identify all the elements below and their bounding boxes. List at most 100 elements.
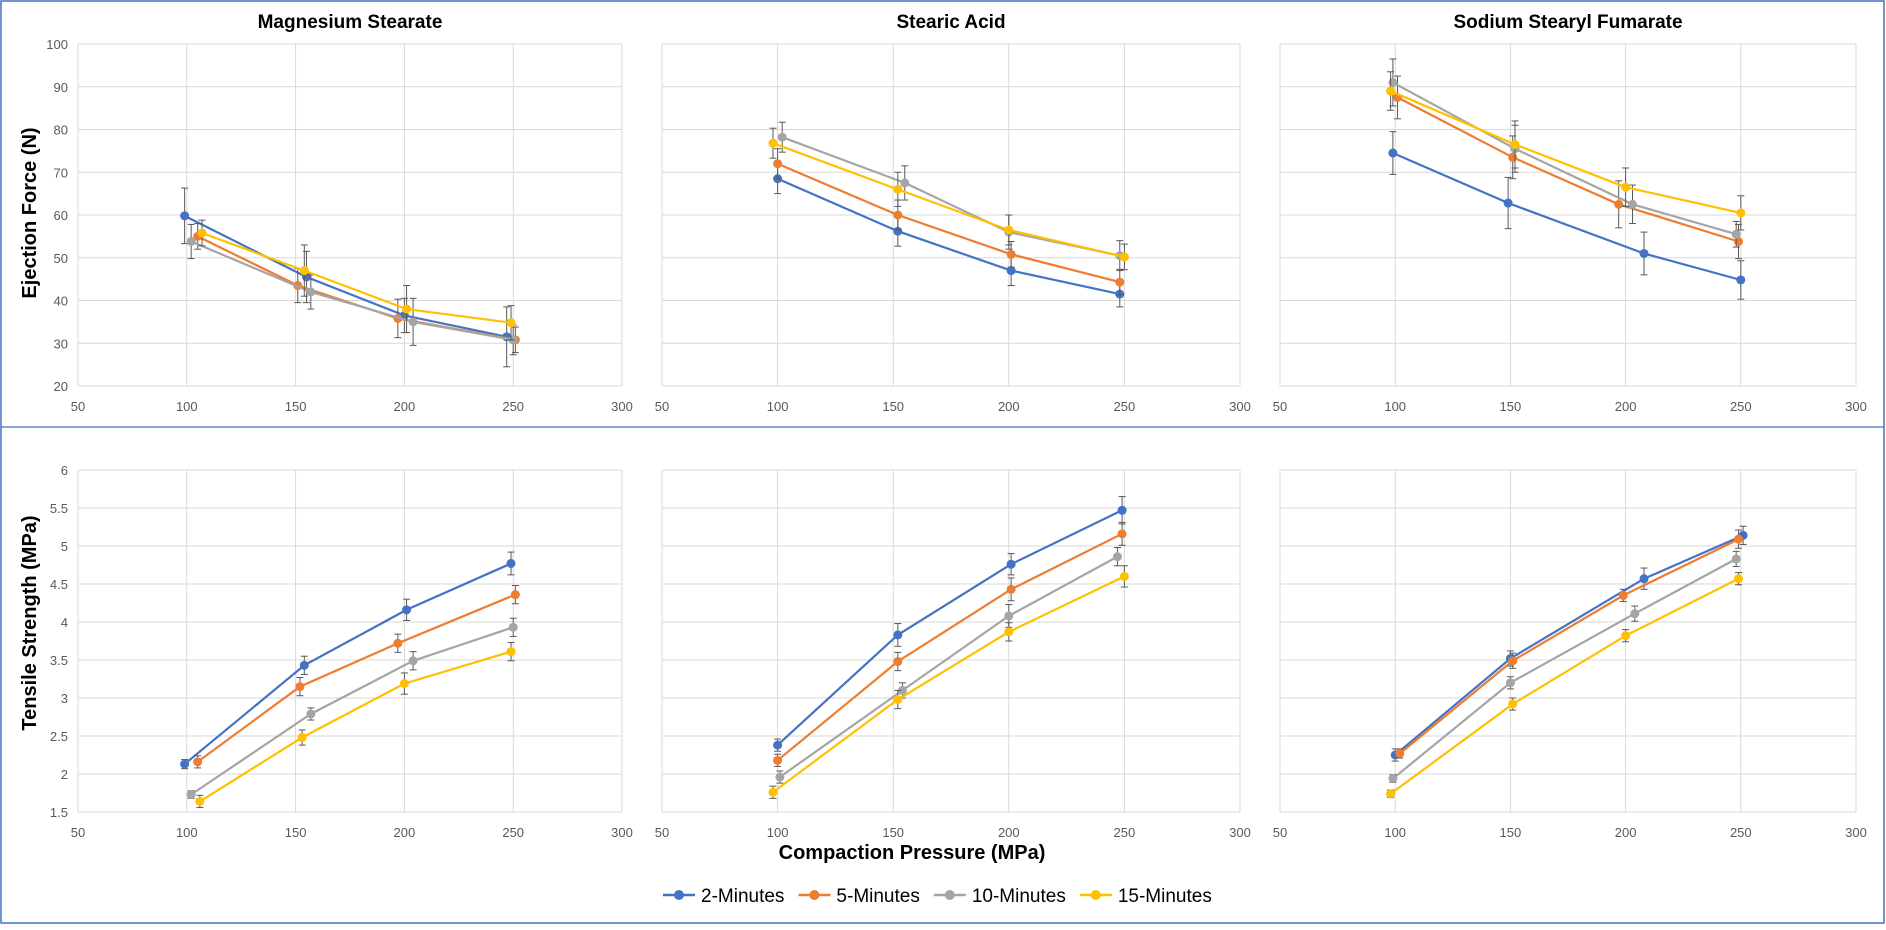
series-line — [190, 240, 514, 341]
y-tick-label: 50 — [54, 251, 68, 266]
legend-label: 10-Minutes — [972, 886, 1066, 907]
x-tick-label: 200 — [1615, 399, 1637, 414]
data-point — [295, 682, 305, 692]
data-point — [777, 132, 787, 142]
x-tick-label: 300 — [1845, 825, 1867, 840]
y-tick-label: 6 — [61, 463, 68, 478]
series-5-minutes — [193, 585, 520, 769]
data-point — [1614, 199, 1624, 209]
series-line — [183, 562, 512, 765]
data-point — [1004, 225, 1014, 235]
y-tick-label: 90 — [54, 80, 68, 95]
series-line — [197, 593, 516, 763]
series-line — [1396, 96, 1739, 243]
x-tick-label: 300 — [1229, 399, 1251, 414]
data-point — [1119, 252, 1129, 262]
data-point — [1503, 198, 1513, 208]
series-2-minutes — [180, 551, 516, 770]
data-point — [197, 228, 207, 238]
series-15-minutes — [768, 127, 1129, 271]
series-line — [1394, 534, 1744, 756]
data-point — [893, 210, 903, 220]
panel-3: 50 100 150 200 250 300 Sodium Stearyl Fumarate — [1273, 12, 1867, 414]
legend-marker — [674, 890, 684, 900]
legend-label: 15-Minutes — [1118, 886, 1212, 907]
data-point — [299, 266, 309, 276]
x-tick-label: 100 — [1384, 399, 1406, 414]
data-point — [1395, 748, 1405, 758]
data-point — [1508, 656, 1518, 666]
series-line — [1392, 151, 1742, 282]
data-point — [893, 226, 903, 236]
series-2-minutes — [1388, 131, 1746, 300]
data-point — [299, 660, 309, 670]
x-tick-label: 50 — [71, 399, 85, 414]
x-tick-label: 200 — [998, 825, 1020, 840]
data-point — [1621, 631, 1631, 641]
data-point — [897, 685, 907, 695]
data-point — [1733, 574, 1743, 584]
series-line — [190, 626, 514, 796]
data-point — [775, 772, 785, 782]
x-tick-label: 50 — [1273, 825, 1287, 840]
data-point — [1630, 609, 1640, 619]
data-point — [1628, 199, 1638, 209]
x-tick-label: 100 — [1384, 825, 1406, 840]
data-point — [773, 740, 783, 750]
legend-item-5-minutes: 5-Minutes — [798, 886, 920, 907]
x-tick-label: 250 — [502, 399, 524, 414]
series-10-minutes — [1388, 58, 1741, 248]
x-axis-label: Compaction Pressure (MPa) — [779, 842, 1046, 864]
x-tick-label: 150 — [1500, 825, 1522, 840]
panel-title: Stearic Acid — [896, 12, 1005, 33]
data-point — [193, 757, 203, 767]
data-point — [1115, 277, 1125, 287]
data-point — [1731, 554, 1741, 564]
data-point — [773, 159, 783, 169]
data-point — [1733, 534, 1743, 544]
y-tick-label: 1.5 — [50, 805, 68, 820]
series-line — [777, 177, 1121, 296]
x-tick-label: 200 — [998, 399, 1020, 414]
data-point — [1386, 789, 1396, 799]
x-tick-label: 200 — [394, 825, 416, 840]
data-point — [408, 656, 418, 666]
data-point — [1119, 571, 1129, 581]
data-point — [1639, 248, 1649, 258]
data-point — [1505, 678, 1515, 688]
data-point — [506, 318, 516, 328]
x-tick-label: 50 — [655, 825, 669, 840]
data-point — [1388, 77, 1398, 87]
y-tick-label: 4.5 — [50, 577, 68, 592]
data-point — [768, 138, 778, 148]
data-point — [1508, 699, 1518, 709]
series-line — [201, 231, 512, 324]
legend-item-15-minutes: 15-Minutes — [1079, 886, 1212, 907]
data-point — [893, 657, 903, 667]
y-tick-label: 100 — [46, 37, 68, 52]
x-tick-label: 150 — [285, 399, 307, 414]
y-tick-label: 4 — [61, 615, 68, 630]
y-tick-label: 2 — [61, 767, 68, 782]
data-point — [297, 733, 307, 743]
panel-4: 50 100 150 200 250 300 1.5 2 2.5 3 3.5 4 4.5 5 5.5 6 — [50, 463, 633, 840]
data-point — [1388, 774, 1398, 784]
series-line — [1399, 538, 1739, 755]
x-tick-label: 100 — [767, 825, 789, 840]
x-tick-label: 200 — [1615, 825, 1637, 840]
series-line — [776, 509, 1123, 746]
series-line — [779, 555, 1119, 778]
series-line — [776, 532, 1123, 762]
y-tick-label: 5 — [61, 539, 68, 554]
data-point — [1388, 148, 1398, 158]
data-point — [1006, 249, 1016, 259]
data-point — [1117, 505, 1127, 515]
data-point — [1510, 139, 1520, 149]
data-point — [180, 759, 190, 769]
series-10-minutes — [186, 617, 518, 800]
y-tick-label: 30 — [54, 336, 68, 351]
y-axis-label-top: Ejection Force (N) — [19, 127, 41, 298]
series-line — [1389, 577, 1739, 795]
series-15-minutes — [768, 565, 1129, 799]
